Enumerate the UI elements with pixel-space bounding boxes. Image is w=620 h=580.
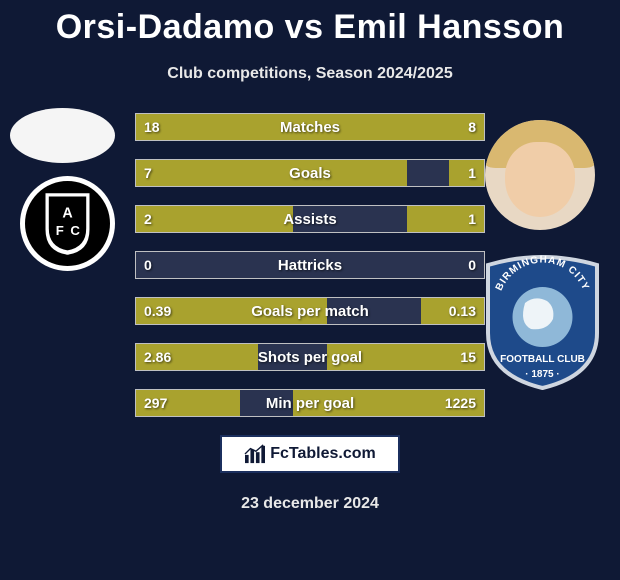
player-right-avatar xyxy=(485,120,595,230)
stat-bar-left xyxy=(136,114,397,140)
svg-text:FOOTBALL CLUB: FOOTBALL CLUB xyxy=(500,354,585,365)
stat-bar-right xyxy=(407,206,484,232)
subtitle: Club competitions, Season 2024/2025 xyxy=(0,65,620,83)
birmingham-badge-icon: BIRMINGHAM CITY FOOTBALL CLUB · 1875 · xyxy=(485,255,600,390)
player-left-club-badge: A F C xyxy=(20,176,115,271)
stat-bar-left xyxy=(136,160,407,186)
svg-text:· 1875 ·: · 1875 · xyxy=(525,369,559,380)
stat-row: 0.390.13Goals per match xyxy=(135,297,485,325)
svg-text:C: C xyxy=(70,223,80,238)
stat-bar-left xyxy=(136,206,293,232)
stat-bar-right xyxy=(327,344,484,370)
stat-row: 21Assists xyxy=(135,205,485,233)
stat-bar-right xyxy=(421,298,484,324)
page-title: Orsi-Dadamo vs Emil Hansson xyxy=(0,0,620,47)
stat-bar-left xyxy=(136,298,327,324)
stat-bar-right xyxy=(293,390,484,416)
stat-row: 0 0Hattricks xyxy=(135,251,485,279)
bar-chart-icon xyxy=(244,444,266,464)
stat-bar-right xyxy=(397,114,484,140)
stat-row: 188Matches xyxy=(135,113,485,141)
stat-bar-left xyxy=(136,390,240,416)
stat-value-right: 0 xyxy=(468,252,476,278)
stat-bar-left xyxy=(136,344,258,370)
footer-brand-box: FcTables.com xyxy=(220,435,400,473)
footer-date: 23 december 2024 xyxy=(0,495,620,513)
player-left-avatar xyxy=(10,108,115,163)
stat-row: 2971225Min per goal xyxy=(135,389,485,417)
footer-brand-text: FcTables.com xyxy=(270,445,376,463)
stat-label: Hattricks xyxy=(136,252,484,278)
stats-container: 188Matches 71Goals 21Assists 0 0Hattricks 0.3… xyxy=(135,113,485,417)
stat-row: 71Goals xyxy=(135,159,485,187)
svg-text:F: F xyxy=(56,223,64,238)
avatar-face xyxy=(505,142,575,217)
shield-icon: A F C xyxy=(40,189,95,259)
stat-value-left: 0 xyxy=(144,252,152,278)
stat-bar-right xyxy=(449,160,484,186)
player-right-club-badge: BIRMINGHAM CITY FOOTBALL CLUB · 1875 · xyxy=(485,255,600,390)
stat-row: 2.8615Shots per goal xyxy=(135,343,485,371)
svg-text:A: A xyxy=(62,205,72,221)
